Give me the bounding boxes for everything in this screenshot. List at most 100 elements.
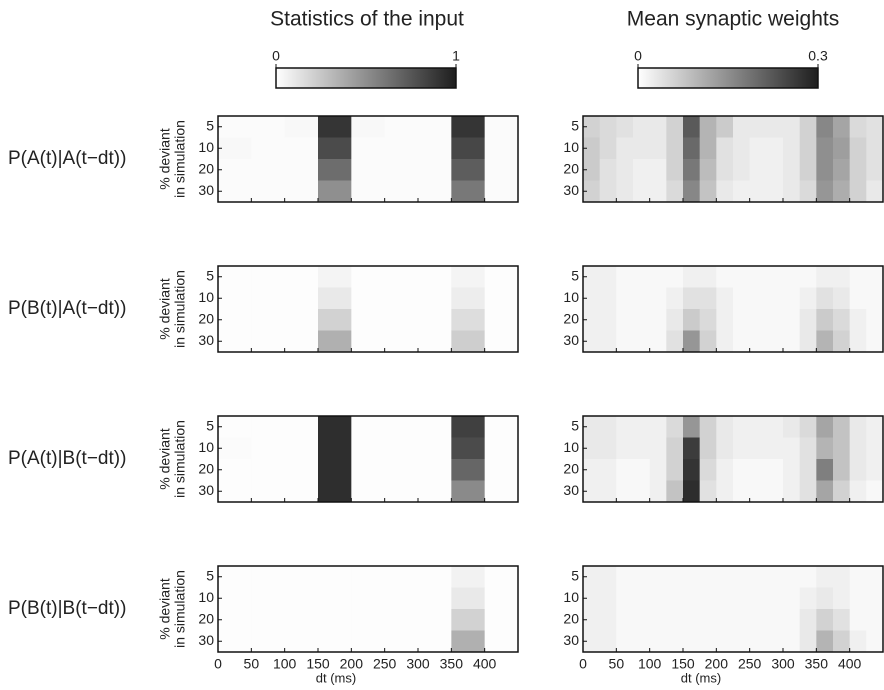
heatmap-cell (833, 159, 851, 181)
heatmap-cell (666, 566, 684, 588)
y-tick-label: 20 (198, 310, 214, 326)
heatmap-cell (849, 287, 867, 310)
heatmap-cell (633, 566, 651, 588)
heatmap-cell (649, 309, 667, 331)
heatmap-cell (284, 287, 319, 310)
heatmap-cell (766, 566, 784, 588)
heatmap-cell (649, 459, 667, 481)
heatmap-cell (251, 416, 286, 438)
heatmap-cell (766, 137, 784, 160)
heatmap-cell (284, 116, 319, 138)
heatmap-cell (583, 330, 601, 353)
heatmap-cell (749, 309, 767, 331)
y-tick-label: 20 (198, 460, 214, 476)
plot-frame (582, 415, 884, 503)
heatmap-cell (766, 630, 784, 653)
heatmap-cell (451, 566, 486, 588)
heatmap-cell (683, 630, 701, 653)
heatmap-cell (418, 287, 452, 310)
heatmap-cell (218, 159, 252, 181)
heatmap-cell (683, 266, 701, 288)
heatmap-cell (599, 459, 617, 481)
heatmap-cell (816, 287, 834, 310)
heatmap-cell (683, 459, 701, 481)
heatmap-cell (451, 287, 486, 310)
heatmap-cell (599, 416, 617, 438)
heatmap-cell (599, 159, 617, 181)
heatmap-cell (783, 437, 801, 460)
heatmap-cell (616, 609, 634, 631)
heatmap-cell (616, 587, 634, 610)
plot-frame (217, 115, 519, 203)
plot-frame (582, 265, 884, 353)
heatmap-cell (849, 330, 867, 353)
heatmap-cell (484, 609, 519, 631)
y-tick-label: 20 (563, 160, 579, 176)
heatmap-cell (749, 116, 767, 138)
heatmap-cell (583, 630, 601, 653)
heatmap-cell (418, 266, 452, 288)
row-label: P(B(t)|B(t−dt)) (8, 598, 126, 619)
heatmap-cell (633, 309, 651, 331)
y-tick-label: 5 (206, 117, 214, 133)
heatmap-cell (484, 266, 519, 288)
heatmap-cell (418, 309, 452, 331)
x-tick-label: 150 (671, 656, 695, 672)
heatmap-cell (766, 480, 784, 503)
heatmap-cell (284, 609, 319, 631)
heatmap-cell (384, 416, 419, 438)
heatmap-cell (616, 180, 634, 203)
heatmap-cell (384, 609, 419, 631)
x-axis-label: dt (ms) (681, 670, 721, 685)
heatmap-cell (666, 459, 684, 481)
heatmap-cell (649, 416, 667, 438)
plot-frame (217, 265, 519, 353)
heatmap-cell (749, 437, 767, 460)
heatmap-cell (783, 330, 801, 353)
heatmap-cell (218, 287, 252, 310)
heatmap-cell (783, 137, 801, 160)
heatmap-cell (783, 630, 801, 653)
plot-frame (582, 115, 884, 203)
x-tick-label: 200 (705, 656, 729, 672)
heatmap-cell (384, 480, 419, 503)
heatmap-cell (418, 630, 452, 653)
heatmap-cell (218, 609, 252, 631)
heatmap-cell (816, 330, 834, 353)
heatmap-cell (451, 159, 486, 181)
heatmap-cell (318, 116, 352, 138)
heatmap-cell (749, 459, 767, 481)
heatmap-cell (833, 437, 851, 460)
y-tick-label: 10 (198, 439, 214, 455)
colorbar-tick-label: 0 (634, 48, 642, 64)
heatmap-cell (716, 587, 734, 610)
heatmap-cell (666, 587, 684, 610)
heatmap-cell (284, 137, 319, 160)
heatmap-cell (716, 180, 734, 203)
heatmap-cell (849, 480, 867, 503)
heatmap-cell (583, 609, 601, 631)
heatmap-cell (583, 480, 601, 503)
heatmap-cell (218, 137, 252, 160)
heatmap-cell (783, 287, 801, 310)
heatmap-cell (816, 437, 834, 460)
heatmap-cell (384, 437, 419, 460)
row-label: P(B(t)|A(t−dt)) (8, 298, 126, 319)
heatmap-cell (866, 287, 884, 310)
heatmap-cell (218, 630, 252, 653)
y-tick-label: 5 (206, 567, 214, 583)
heatmap-cell (318, 330, 352, 353)
heatmap-cell (384, 180, 419, 203)
heatmap-cell (384, 116, 419, 138)
heatmap-cell (683, 116, 701, 138)
heatmap-cell (849, 266, 867, 288)
panel-title: Mean synaptic weights (627, 8, 839, 31)
heatmap-cell (683, 416, 701, 438)
heatmap-cell (284, 459, 319, 481)
heatmap-cell (849, 137, 867, 160)
heatmap-cell (583, 566, 601, 588)
heatmap-cell (616, 437, 634, 460)
colorbar-tick-label: 1 (452, 48, 460, 64)
heatmap-cell (418, 437, 452, 460)
x-tick-label: 350 (805, 656, 829, 672)
